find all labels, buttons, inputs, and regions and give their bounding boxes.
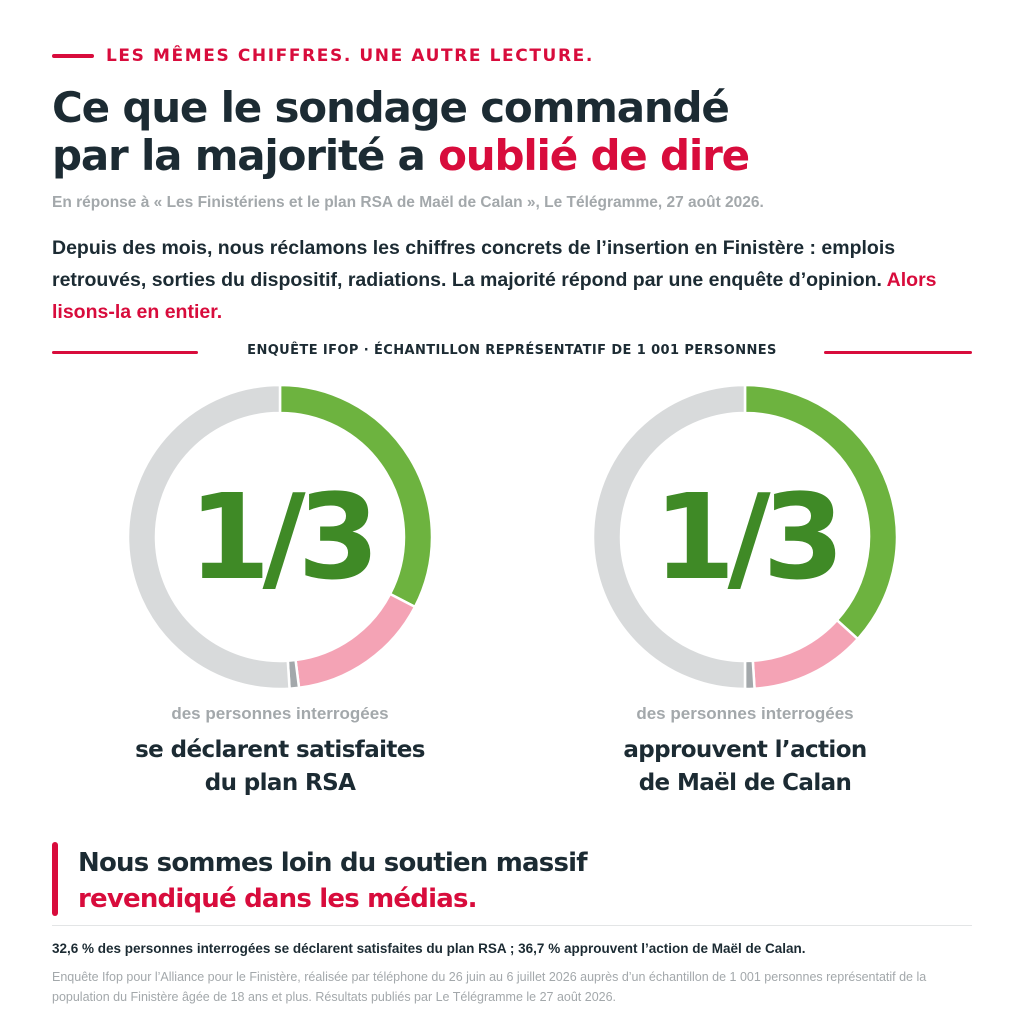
intro-paragraph: Depuis des mois, nous réclamons les chif… [52, 232, 982, 328]
big-fraction-rsa: 1/3 [188, 468, 379, 606]
big-fraction-approval: 1/3 [653, 468, 844, 606]
divider-line-left [52, 351, 198, 354]
caption-sub-rsa: des personnes interrogées [171, 704, 389, 723]
survey-label: ENQUÊTE IFOP · ÉCHANTILLON REPRÉSENTATIF… [247, 343, 777, 358]
headline: Ce que le sondage commandé par la majori… [52, 84, 982, 180]
caption-main-approval: approuvent l’action de Maël de Calan [535, 734, 955, 800]
caption-line-1-rsa: se déclarent satisfaites [135, 737, 425, 763]
conclusion: Nous sommes loin du soutien massif reven… [78, 845, 958, 917]
donut-chart-approval: 1/3 [592, 384, 898, 690]
conclusion-line-2: revendiqué dans les médias. [78, 884, 478, 914]
footer-rule [52, 925, 972, 926]
kicker: LES MÊMES CHIFFRES. UNE AUTRE LECTURE. [52, 44, 594, 68]
donut-svg-rsa [127, 384, 433, 690]
caption-line-2-approval: de Maël de Calan [638, 770, 852, 796]
divider-line-right [824, 351, 972, 354]
segment-other [592, 384, 747, 690]
headline-line-1: Ce que le sondage commandé [52, 83, 730, 132]
headline-accent: oublié de dire [438, 131, 750, 180]
kicker-text: LES MÊMES CHIFFRES. UNE AUTRE LECTURE. [106, 46, 594, 66]
footer-note: Enquête Ifop pour l’Alliance pour le Fin… [52, 970, 927, 1004]
donut-chart-rsa: 1/3 [127, 384, 433, 690]
caption-sub-approval: des personnes interrogées [636, 704, 854, 723]
caption-line-2-rsa: du plan RSA [204, 770, 356, 796]
kicker-line [52, 54, 94, 58]
intro-text: Depuis des mois, nous réclamons les chif… [52, 237, 896, 291]
reference-line: En réponse à « Les Finistériens et le pl… [52, 194, 764, 211]
caption-line-1-approval: approuvent l’action [623, 737, 867, 763]
donut-svg-approval [592, 384, 898, 690]
segment-other [127, 384, 291, 690]
caption-main-rsa: se déclarent satisfaites du plan RSA [70, 734, 490, 800]
conclusion-line-1: Nous sommes loin du soutien massif [78, 848, 588, 878]
headline-line-2-start: par la majorité a [52, 131, 439, 180]
footer-main: 32,6 % des personnes interrogées se décl… [52, 941, 806, 956]
intro-accent: Alors lisons-la en entier. [52, 269, 937, 323]
conclusion-bar [52, 842, 58, 916]
